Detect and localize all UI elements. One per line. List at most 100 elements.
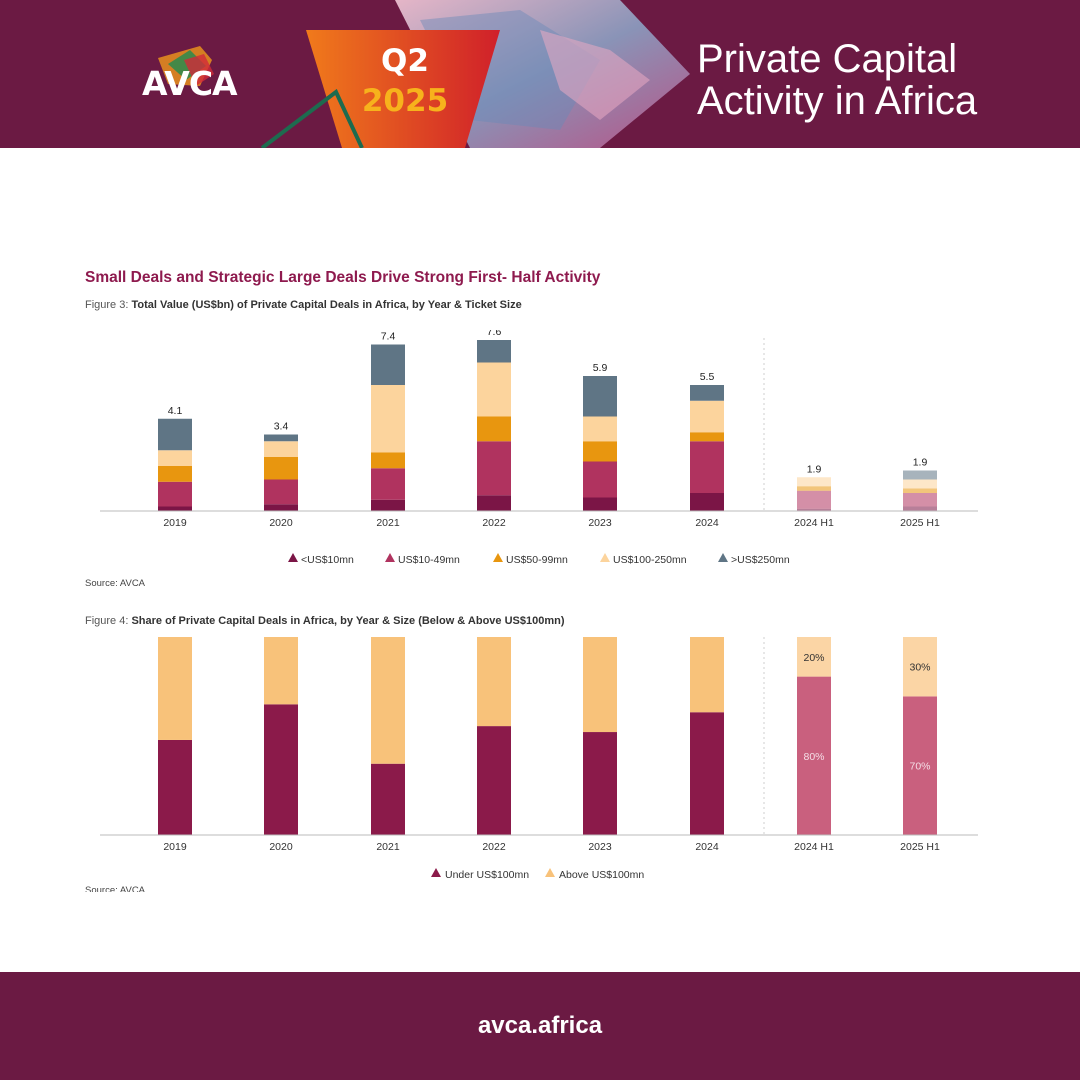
share-bar-2021-above-us-100mn: [371, 637, 405, 764]
share-bar-2024-above-us-100mn: [690, 637, 724, 713]
bar-2022-us-10-49mn: [477, 441, 511, 496]
share-bar-2019-above-us-100mn: [158, 637, 192, 740]
bar-2024-us-10-49mn: [690, 441, 724, 493]
bar-2022-us-50-99mn: [477, 416, 511, 442]
x-tick-2022: 2022: [482, 841, 506, 853]
legend-label-us-100-250mn: US$100-250mn: [613, 554, 687, 566]
x-tick-2019: 2019: [163, 517, 187, 529]
legend-marker-us-50-99mn: [493, 553, 503, 562]
share-bar-2021-under-us-100mn: [371, 763, 405, 835]
total-label-2021: 7.4: [381, 331, 396, 343]
bar-2020-us-10mn: [264, 504, 298, 511]
x-tick-2024-h1: 2024 H1: [794, 841, 834, 853]
bar-2025-h1-us-10-49mn: [903, 493, 937, 507]
x-tick-2022: 2022: [482, 517, 506, 529]
report-title-line1: Private Capital: [697, 37, 958, 81]
footer-banner: avca.africa: [0, 972, 1080, 1080]
bar-2025-h1-us-250mn: [903, 470, 937, 480]
x-tick-2024: 2024: [695, 517, 719, 529]
figure4-caption-prefix: Figure 4:: [85, 615, 132, 627]
legend-label-us-50-99mn: US$50-99mn: [506, 554, 568, 566]
share-label-2025-h1-above-us-100mn: 30%: [909, 662, 930, 674]
legend-marker-above-us-100mn: [545, 868, 555, 877]
legend-label-us-250mn: >US$250mn: [731, 554, 790, 566]
share-bar-2024-h1-under-us-100mn: [797, 676, 831, 835]
bar-2022-us-250mn: [477, 340, 511, 363]
legend-label-under-us-100mn: Under US$100mn: [445, 869, 529, 881]
bar-2019-us-10-49mn: [158, 481, 192, 507]
total-label-2025-h1: 1.9: [913, 457, 928, 469]
x-tick-2019: 2019: [163, 841, 187, 853]
legend-label-us-10mn: <US$10mn: [301, 554, 354, 566]
bar-2023-us-10mn: [583, 497, 617, 511]
bar-2021-us-100-250mn: [371, 385, 405, 453]
x-tick-2023: 2023: [588, 517, 612, 529]
website-link[interactable]: avca.africa: [477, 1012, 603, 1039]
quarter-label: Q2: [381, 43, 429, 79]
figure4-caption-title: Share of Private Capital Deals in Africa…: [131, 615, 565, 627]
bar-2020-us-250mn: [264, 434, 298, 442]
share-bar-2025-h1-under-us-100mn: [903, 696, 937, 835]
total-label-2020: 3.4: [274, 421, 289, 433]
share-bar-2019-under-us-100mn: [158, 739, 192, 835]
bar-2024-h1-us-10mn: [797, 508, 831, 511]
x-tick-2021: 2021: [376, 517, 400, 529]
x-tick-2020: 2020: [269, 841, 293, 853]
share-label-2025-h1-under-us-100mn: 70%: [909, 761, 930, 773]
x-tick-2020: 2020: [269, 517, 293, 529]
bar-2022-us-10mn: [477, 495, 511, 511]
x-tick-2025-h1: 2025 H1: [900, 841, 940, 853]
legend-marker-us-10mn: [288, 553, 298, 562]
share-bar-2022-under-us-100mn: [477, 726, 511, 835]
bar-2019-us-100-250mn: [158, 450, 192, 466]
bar-2020-us-10-49mn: [264, 479, 298, 505]
total-label-2024-h1: 1.9: [807, 463, 822, 475]
avca-logo: AVCA: [142, 64, 238, 103]
x-tick-2025-h1: 2025 H1: [900, 517, 940, 529]
figure3-caption: Figure 3: Total Value (US$bn) of Private…: [85, 299, 522, 311]
legend-marker-us-100-250mn: [600, 553, 610, 562]
share-bar-2024-under-us-100mn: [690, 712, 724, 835]
bar-2021-us-50-99mn: [371, 452, 405, 469]
bar-2019-us-250mn: [158, 418, 192, 451]
share-bar-2022-above-us-100mn: [477, 637, 511, 727]
bar-2021-us-250mn: [371, 344, 405, 385]
report-title-line2: Activity in Africa: [697, 79, 978, 123]
bar-2023-us-100-250mn: [583, 416, 617, 442]
bar-2024-us-10mn: [690, 493, 724, 511]
figure4-chart: 2019 2020 2021 2022 2023 2024 80% 20% 2024 H1 70%…: [100, 637, 978, 881]
figure4-source: Source: AVCA: [85, 885, 146, 892]
figure3-caption-prefix: Figure 3:: [85, 299, 132, 311]
figure3-chart: 4.1 2019 3.4 2020 7.4 2021 7.6 2022 5.9 2023 5.5 20…: [100, 330, 978, 566]
total-label-2024: 5.5: [700, 371, 715, 383]
figure3-source: Source: AVCA: [85, 578, 146, 589]
header-banner: AVCA Q2 2025 Private Capital Activity in…: [0, 0, 1080, 148]
bar-2019-us-50-99mn: [158, 466, 192, 482]
bar-2024-us-100-250mn: [690, 400, 724, 433]
share-bar-2023-under-us-100mn: [583, 732, 617, 835]
bar-2024-us-250mn: [690, 385, 724, 401]
share-bar-2020-above-us-100mn: [264, 637, 298, 705]
legend-marker-us-250mn: [718, 553, 728, 562]
bar-2019-us-10mn: [158, 506, 192, 511]
bar-2025-h1-us-50-99mn: [903, 488, 937, 493]
quarter-year: 2025: [361, 83, 449, 119]
report-title: Private Capital Activity in Africa: [697, 38, 1057, 122]
bar-2025-h1-us-100-250mn: [903, 479, 937, 489]
total-label-2022: 7.6: [487, 330, 502, 338]
bar-2024-us-50-99mn: [690, 432, 724, 442]
legend-label-us-10-49mn: US$10-49mn: [398, 554, 460, 566]
bar-2021-us-10-49mn: [371, 468, 405, 500]
x-tick-2023: 2023: [588, 841, 612, 853]
share-label-2024-h1-above-us-100mn: 20%: [803, 652, 824, 664]
bar-2024-h1-us-50-99mn: [797, 486, 831, 491]
total-label-2019: 4.1: [168, 405, 183, 417]
x-tick-2024: 2024: [695, 841, 719, 853]
bar-2023-us-250mn: [583, 376, 617, 417]
bar-2025-h1-us-10mn: [903, 506, 937, 511]
figure4-caption: Figure 4: Share of Private Capital Deals…: [85, 615, 565, 627]
bar-2022-us-100-250mn: [477, 362, 511, 417]
header-artwork: [158, 0, 690, 148]
legend-marker-us-10-49mn: [385, 553, 395, 562]
legend-marker-under-us-100mn: [431, 868, 441, 877]
